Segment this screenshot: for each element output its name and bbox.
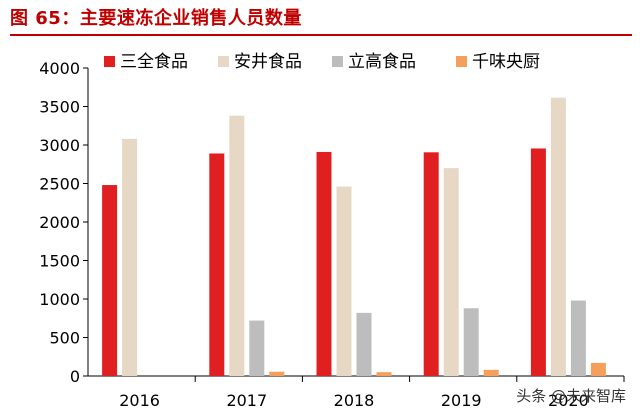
y-tick-label-0: 0	[70, 367, 80, 386]
bar-安井食品-2020	[550, 97, 566, 377]
y-tick-label-3000: 3000	[39, 136, 80, 155]
bar-千味央厨-2017	[269, 371, 285, 376]
x-tick-label-2019: 2019	[441, 391, 482, 410]
bar-千味央厨-2020	[590, 362, 606, 376]
bar-千味央厨-2018	[376, 372, 392, 376]
legend-swatch-立高食品	[332, 56, 343, 67]
bar-立高食品-2020	[570, 300, 586, 376]
legend-label-立高食品: 立高食品	[348, 52, 416, 72]
bar-立高食品-2017	[249, 320, 265, 376]
legend-swatch-安井食品	[218, 56, 229, 67]
bar-千味央厨-2019	[483, 369, 499, 376]
legend-swatch-千味央厨	[456, 56, 467, 67]
chart-title: 图 65：主要速冻企业销售人员数量	[10, 8, 302, 29]
bar-安井食品-2019	[443, 168, 459, 376]
y-tick-label-3500: 3500	[39, 98, 80, 117]
y-tick-label-2500: 2500	[39, 175, 80, 194]
bar-安井食品-2017	[229, 115, 245, 377]
legend-swatch-三全食品	[104, 56, 115, 67]
bar-三全食品-2019	[423, 152, 439, 376]
legend-label-三全食品: 三全食品	[120, 52, 188, 72]
bar-立高食品-2019	[463, 308, 479, 376]
bar-三全食品-2016	[102, 185, 118, 376]
y-tick-label-2000: 2000	[39, 213, 80, 232]
x-tick-label-2016: 2016	[119, 391, 160, 410]
watermark: 头条 @未来智库	[516, 387, 626, 405]
y-tick-label-4000: 4000	[39, 59, 80, 78]
title-underline	[10, 34, 632, 36]
y-tick-label-500: 500	[49, 329, 80, 348]
legend-label-安井食品: 安井食品	[234, 52, 302, 72]
x-tick-label-2020: 2020	[548, 391, 589, 410]
bar-立高食品-2018	[356, 312, 372, 376]
bar-三全食品-2017	[209, 153, 225, 376]
x-tick-label-2018: 2018	[334, 391, 375, 410]
bar-安井食品-2016	[122, 138, 138, 376]
x-tick-label-2017: 2017	[226, 391, 267, 410]
y-tick-label-1000: 1000	[39, 290, 80, 309]
bar-三全食品-2020	[530, 148, 546, 376]
bar-安井食品-2018	[336, 186, 352, 376]
y-tick-label-1500: 1500	[39, 252, 80, 271]
legend-label-千味央厨: 千味央厨	[472, 52, 540, 72]
bar-三全食品-2018	[316, 151, 332, 376]
